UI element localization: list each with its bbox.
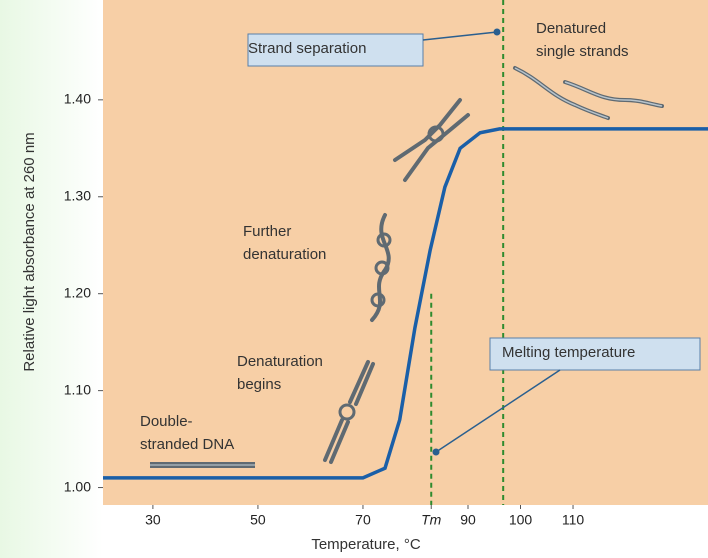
y-axis-label: Relative light absorbance at 260 nm: [21, 132, 38, 371]
x-tick-label: 50: [250, 512, 266, 528]
callout-dot: [432, 448, 440, 456]
annotation: Denaturation: [237, 353, 323, 370]
x-tick-label: 100: [509, 512, 533, 528]
x-axis-label: Temperature, °C: [311, 536, 421, 553]
annotation: Melting temperature: [502, 344, 635, 361]
x-tick-label: 90: [460, 512, 476, 528]
annotation: Denatured: [536, 20, 606, 37]
annotation: Strand separation: [248, 40, 366, 57]
callout-line: [435, 369, 561, 453]
x-tick-label: 110: [562, 512, 585, 528]
y-tick-label: 1.30: [64, 187, 91, 203]
curve: [103, 127, 708, 480]
x-tick-label: 70: [355, 512, 371, 528]
annotation-box: [247, 33, 424, 67]
y-tick-label: 1.20: [64, 284, 91, 300]
annotation: stranded DNA: [140, 436, 234, 453]
callout-line: [422, 31, 498, 41]
y-tick-label: 1.00: [64, 478, 91, 494]
annotation: single strands: [536, 43, 629, 60]
callout-dot: [493, 28, 501, 36]
annotation: begins: [237, 376, 281, 393]
margin: [0, 0, 103, 558]
x-tick-label: 30: [145, 512, 161, 528]
annotation: denaturation: [243, 246, 326, 263]
plot-area: [103, 0, 708, 505]
y-tick-label: 1.40: [64, 91, 91, 107]
x-tick-label: Tm: [421, 512, 442, 528]
annotation: Double-: [140, 413, 193, 430]
annotation-box: [489, 337, 701, 371]
dna-illustrations: [150, 66, 664, 468]
y-tick-label: 1.10: [64, 381, 91, 397]
annotation: Further: [243, 223, 291, 240]
